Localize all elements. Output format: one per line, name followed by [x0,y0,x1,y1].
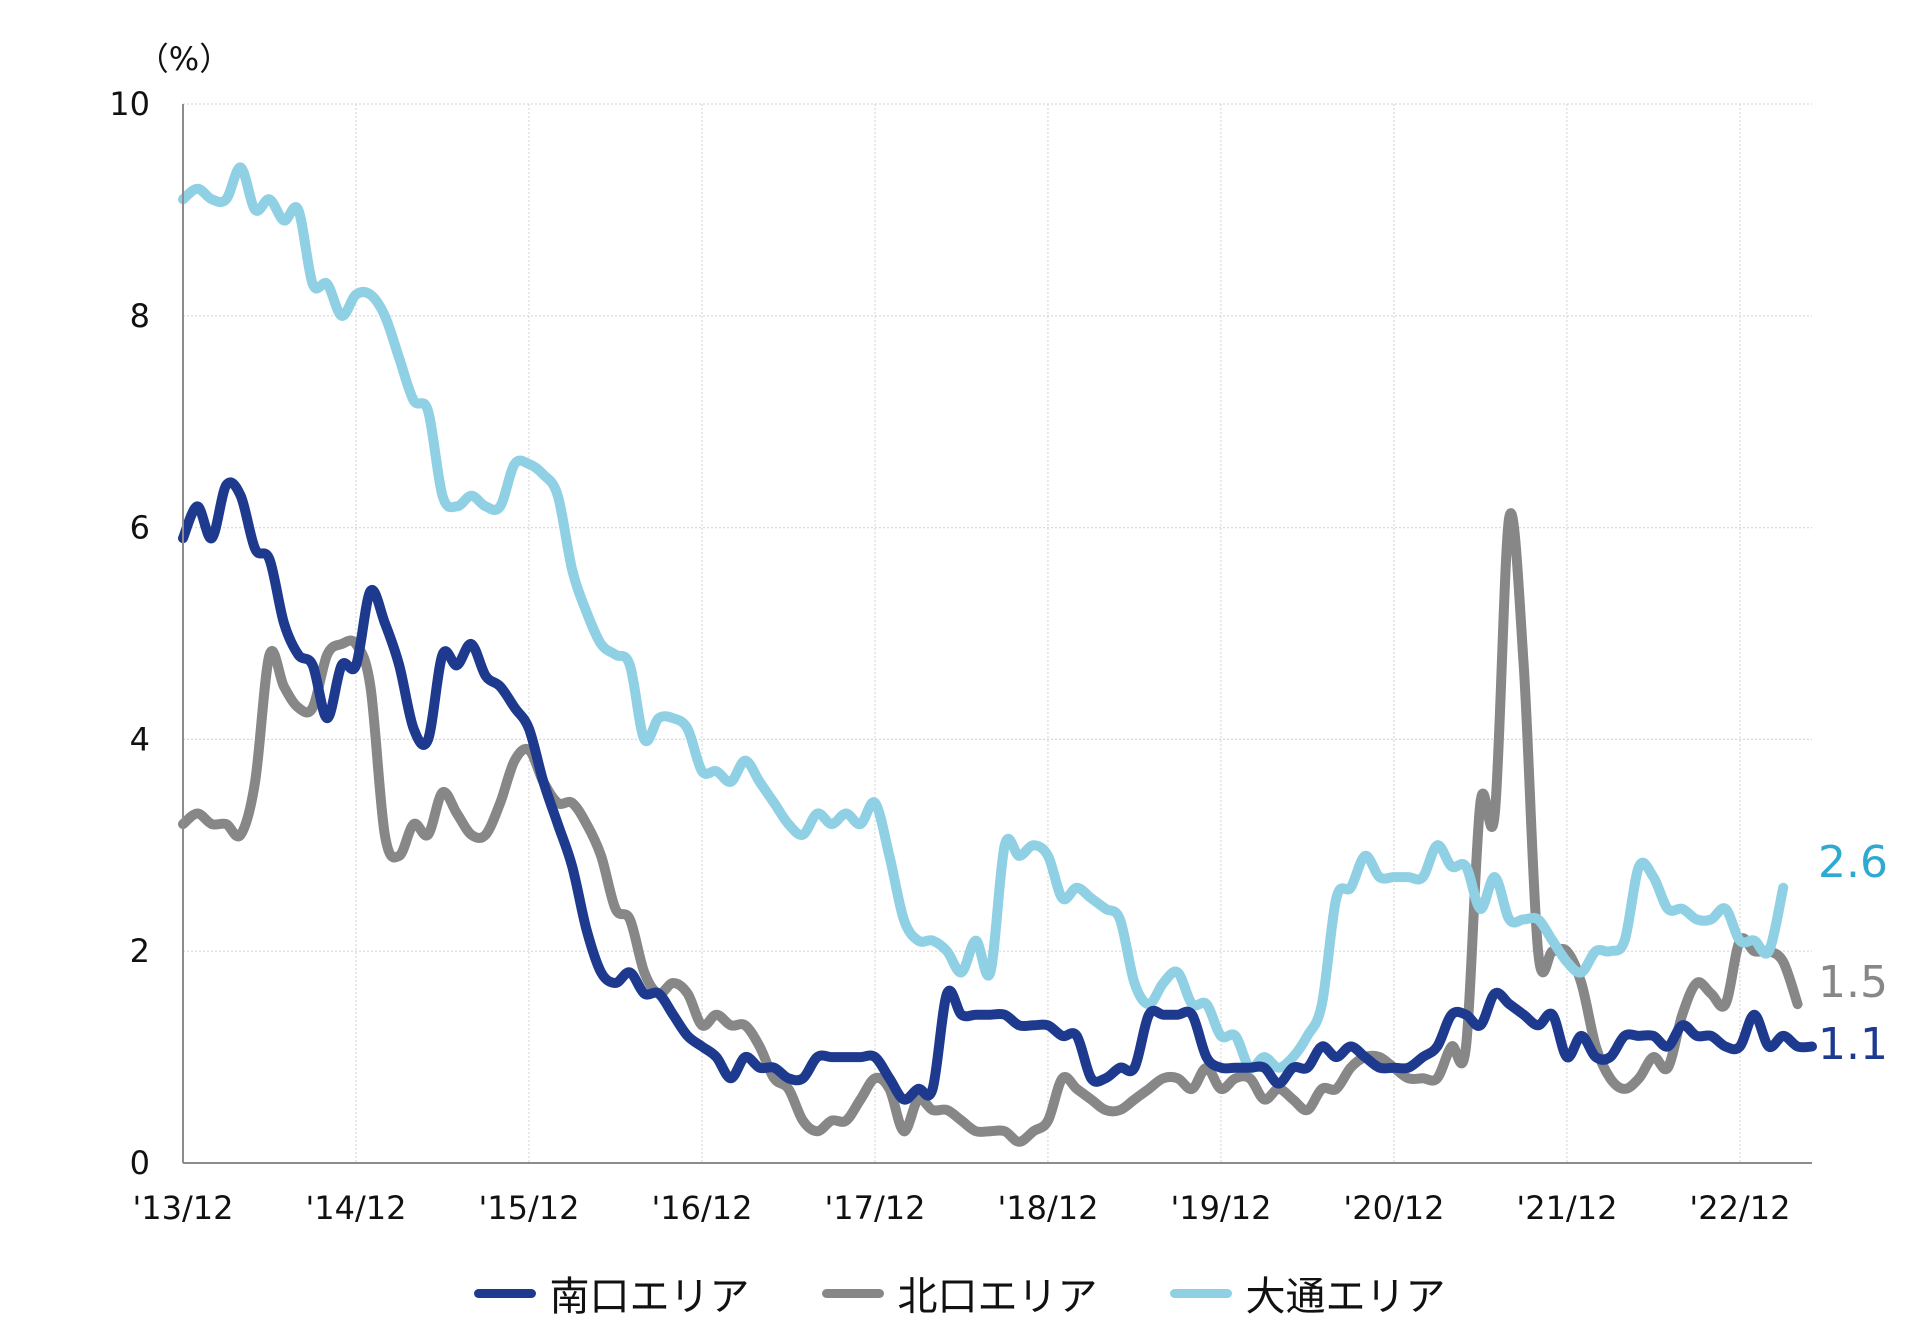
legend-swatch [821,1288,884,1298]
x-tick-labels: '13/12 '14/12 '15/12 '16/12 '17/12 '18/12 '19/… [132,1189,1790,1227]
y-tick-label: 8 [130,297,150,335]
axes [182,104,1812,1164]
y-axis-unit-label: （%） [137,40,231,78]
legend-item-2: 大通エリア [1169,1264,1446,1322]
legend-item-0: 南口エリア [473,1264,750,1322]
y-tick-label: 6 [130,509,150,547]
x-tick-label: '17/12 [824,1189,925,1227]
y-tick-label: 10 [109,85,150,123]
x-tick-label: '21/12 [1516,1189,1617,1227]
end-label-0: 1.1 [1818,1019,1888,1070]
x-tick-label: '13/12 [132,1189,233,1227]
legend: 南口エリア 北口エリア 大通エリア [0,1258,1919,1328]
end-label-1: 1.5 [1818,957,1888,1008]
legend-label: 南口エリア [549,1274,750,1320]
x-tick-label: '16/12 [651,1189,752,1227]
end-label-2: 2.6 [1818,837,1888,888]
end-value-labels: 1.1 1.5 2.6 [1818,837,1888,1070]
x-tick-label: '20/12 [1343,1189,1444,1227]
legend-item-1: 北口エリア [821,1264,1098,1322]
y-tick-label: 2 [130,932,150,970]
y-tick-label: 4 [130,720,150,758]
series-line-2 [178,162,1789,1074]
series-line-1 [178,508,1803,1147]
grid-lines [183,103,1812,1163]
series-lines [178,162,1817,1147]
x-tick-label: '14/12 [305,1189,406,1227]
x-tick-label: '18/12 [997,1189,1098,1227]
series-line-0 [178,477,1817,1105]
x-tick-label: '15/12 [478,1189,579,1227]
legend-label: 北口エリア [897,1274,1098,1320]
y-tick-labels: 0 2 4 6 8 10 [109,85,150,1182]
x-tick-label: '19/12 [1170,1189,1271,1227]
x-tick-label: '22/12 [1689,1189,1790,1227]
legend-label: 大通エリア [1245,1274,1446,1320]
legend-swatch [1169,1288,1232,1298]
line-chart: （%） 0 2 4 6 8 10 '13/12 '14/12 '15/12 '16/12 '17/… [109,40,1888,1227]
legend-swatch [473,1288,536,1298]
y-tick-label: 0 [130,1144,150,1182]
